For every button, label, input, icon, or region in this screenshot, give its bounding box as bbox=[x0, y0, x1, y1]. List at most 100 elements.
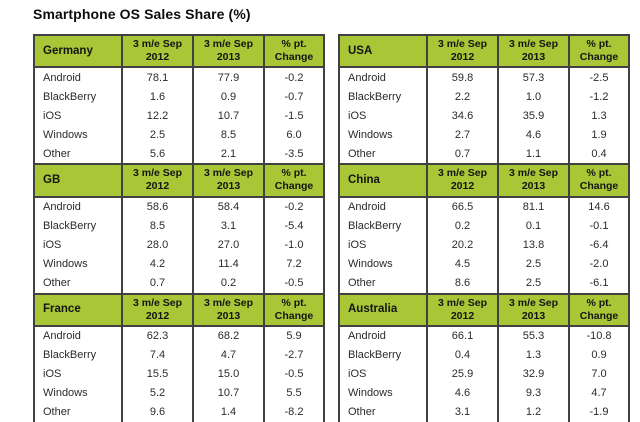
value-change: 0.9 bbox=[568, 345, 628, 365]
table-row: Android 66.1 55.3 -10.8 bbox=[340, 326, 628, 346]
table-row: iOS 34.6 35.9 1.3 bbox=[340, 106, 628, 126]
value-2013: 13.8 bbox=[497, 235, 568, 255]
country-name: France bbox=[35, 294, 121, 327]
col-header-line: 2013 bbox=[216, 180, 241, 193]
col-header-line: 3 m/e Sep bbox=[437, 38, 488, 50]
country-table-germany: Germany 3 m/e Sep 2012 3 m/e Sep 2013 % pt… bbox=[33, 34, 325, 166]
table-row: Windows 4.6 9.3 4.7 bbox=[340, 383, 628, 403]
value-change: -10.8 bbox=[568, 326, 628, 346]
col-header-line: 3 m/e Sep bbox=[437, 296, 488, 309]
os-label: Android bbox=[348, 71, 386, 84]
value-2013: 4.6 bbox=[497, 125, 568, 145]
country-table-china: China 3 m/e Sep 2012 3 m/e Sep 2013 % pt. C… bbox=[338, 163, 630, 295]
value-2012: 0.7 bbox=[426, 144, 497, 164]
col-header-line: 3 m/e Sep bbox=[437, 167, 488, 180]
table-row: Android 62.3 68.2 5.9 bbox=[35, 326, 323, 346]
col-header-line: 2012 bbox=[450, 51, 475, 64]
os-label: Android bbox=[43, 201, 81, 213]
col-header-pct-change: % pt. Change bbox=[568, 165, 628, 198]
col-header-pct-change: % pt. Change bbox=[568, 294, 628, 327]
os-label: iOS bbox=[43, 368, 62, 381]
value-2012: 66.5 bbox=[426, 197, 497, 217]
value-change: -1.5 bbox=[263, 106, 323, 126]
table-row: Windows 2.5 8.5 6.0 bbox=[35, 125, 323, 145]
col-header-line: 2013 bbox=[216, 51, 241, 64]
value-2012: 9.6 bbox=[121, 402, 192, 422]
os-label: Windows bbox=[43, 128, 88, 141]
value-change: -0.2 bbox=[263, 68, 323, 88]
value-change: 1.9 bbox=[568, 125, 628, 145]
value-2013: 0.1 bbox=[497, 216, 568, 236]
col-header-line: 2013 bbox=[521, 309, 546, 322]
table-row: Windows 2.7 4.6 1.9 bbox=[340, 125, 628, 145]
value-2013: 3.1 bbox=[192, 216, 263, 236]
col-header-line: 2013 bbox=[216, 309, 241, 322]
col-header-line: 3 m/e Sep bbox=[508, 167, 559, 180]
table-header-row: France 3 m/e Sep 2012 3 m/e Sep 2013 % pt.… bbox=[35, 294, 323, 327]
value-change: 5.9 bbox=[263, 326, 323, 346]
country-name: China bbox=[340, 165, 426, 198]
value-2012: 7.4 bbox=[121, 345, 192, 365]
table-row: Windows 4.5 2.5 -2.0 bbox=[340, 254, 628, 274]
value-2012: 66.1 bbox=[426, 326, 497, 346]
table-row: iOS 28.0 27.0 -1.0 bbox=[35, 235, 323, 255]
col-header-line: 2012 bbox=[145, 51, 170, 64]
value-2012: 8.6 bbox=[426, 273, 497, 293]
os-label: Other bbox=[348, 147, 376, 160]
value-2013: 77.9 bbox=[192, 68, 263, 88]
table-row: Windows 5.2 10.7 5.5 bbox=[35, 383, 323, 403]
col-header-pct-change: % pt. Change bbox=[568, 36, 628, 69]
table-header-row: GB 3 m/e Sep 2012 3 m/e Sep 2013 % pt. Chan… bbox=[35, 165, 323, 198]
col-header-line: % pt. bbox=[586, 38, 612, 50]
col-header-line: Change bbox=[274, 51, 314, 64]
os-label: BlackBerry bbox=[43, 220, 97, 232]
value-2013: 1.0 bbox=[497, 87, 568, 107]
col-header-line: 2013 bbox=[521, 51, 546, 64]
os-label: iOS bbox=[43, 109, 62, 122]
tables-column-right: USA 3 m/e Sep 2012 3 m/e Sep 2013 % pt. Cha… bbox=[338, 34, 630, 422]
table-row: Other 9.6 1.4 -8.2 bbox=[35, 402, 323, 422]
table-row: iOS 25.9 32.9 7.0 bbox=[340, 364, 628, 384]
col-header-line: 2012 bbox=[145, 180, 170, 193]
col-header-line: 3 m/e Sep bbox=[132, 167, 183, 180]
value-change: 14.6 bbox=[568, 197, 628, 217]
value-2012: 0.4 bbox=[426, 345, 497, 365]
value-2012: 15.5 bbox=[121, 364, 192, 384]
value-change: -5.4 bbox=[263, 216, 323, 236]
country-table-gb: GB 3 m/e Sep 2012 3 m/e Sep 2013 % pt. Chan… bbox=[33, 163, 325, 295]
table-header-row: USA 3 m/e Sep 2012 3 m/e Sep 2013 % pt. Cha… bbox=[340, 36, 628, 69]
col-header-line: % pt. bbox=[281, 167, 307, 180]
os-label: Other bbox=[348, 277, 376, 289]
value-2012: 8.5 bbox=[121, 216, 192, 236]
col-header-sep-2012: 3 m/e Sep 2012 bbox=[426, 165, 497, 198]
os-label: BlackBerry bbox=[43, 90, 97, 103]
value-change: 7.2 bbox=[263, 254, 323, 274]
os-label: Windows bbox=[348, 387, 393, 400]
col-header-line: Change bbox=[274, 309, 314, 322]
table-row: BlackBerry 1.6 0.9 -0.7 bbox=[35, 87, 323, 107]
value-change: -1.9 bbox=[568, 402, 628, 422]
os-label: Android bbox=[348, 201, 386, 213]
value-change: 7.0 bbox=[568, 364, 628, 384]
col-header-sep-2012: 3 m/e Sep 2012 bbox=[121, 294, 192, 327]
value-2012: 4.6 bbox=[426, 383, 497, 403]
col-header-line: % pt. bbox=[281, 296, 307, 309]
col-header-sep-2013: 3 m/e Sep 2013 bbox=[497, 36, 568, 69]
table-row: Other 5.6 2.1 -3.5 bbox=[35, 144, 323, 164]
col-header-sep-2013: 3 m/e Sep 2013 bbox=[497, 165, 568, 198]
value-2012: 78.1 bbox=[121, 68, 192, 88]
value-2012: 5.2 bbox=[121, 383, 192, 403]
value-2013: 55.3 bbox=[497, 326, 568, 346]
col-header-line: Change bbox=[579, 309, 619, 322]
value-2013: 2.5 bbox=[497, 254, 568, 274]
os-label: Windows bbox=[43, 258, 88, 270]
os-label: iOS bbox=[348, 109, 367, 122]
value-change: -2.7 bbox=[263, 345, 323, 365]
os-label: Android bbox=[348, 330, 386, 343]
table-row: Other 3.1 1.2 -1.9 bbox=[340, 402, 628, 422]
value-2013: 15.0 bbox=[192, 364, 263, 384]
tables-column-left: Germany 3 m/e Sep 2012 3 m/e Sep 2013 % pt… bbox=[33, 34, 325, 422]
value-2012: 20.2 bbox=[426, 235, 497, 255]
table-row: BlackBerry 2.2 1.0 -1.2 bbox=[340, 87, 628, 107]
country-name: GB bbox=[35, 165, 121, 198]
